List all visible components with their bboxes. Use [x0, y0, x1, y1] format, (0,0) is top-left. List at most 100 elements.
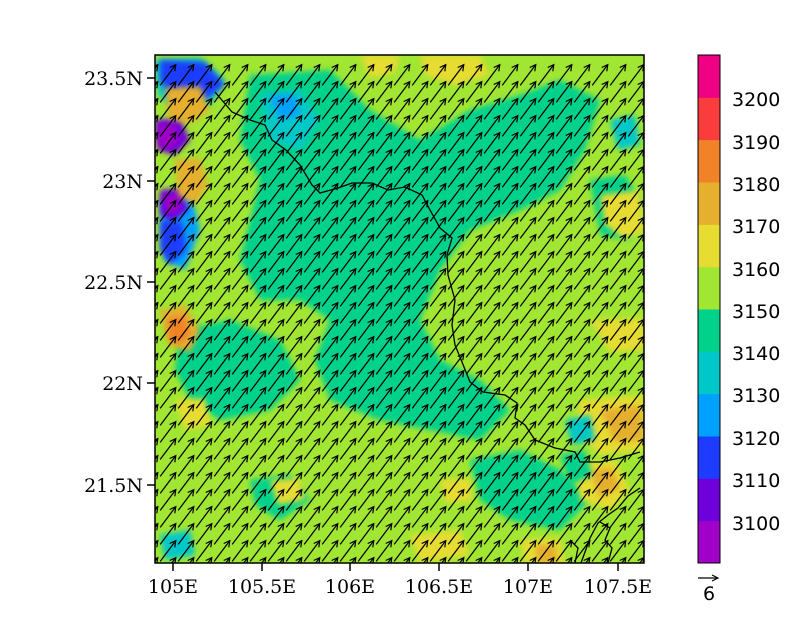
wind-arrow [537, 301, 555, 324]
wind-arrow [303, 420, 321, 443]
wind-arrow [465, 386, 483, 409]
wind-arrow [159, 420, 177, 443]
wind-arrow [555, 301, 573, 324]
wind-arrow [537, 182, 555, 205]
wind-arrow [375, 505, 393, 528]
wind-arrow [267, 403, 285, 426]
wind-arrow [159, 284, 177, 307]
wind-arrow [249, 301, 267, 324]
wind-arrow [159, 250, 177, 273]
wind-arrow [501, 420, 519, 443]
wind-arrow [547, 556, 555, 563]
x-tick-label: 107E [503, 576, 553, 598]
wind-arrow [447, 199, 465, 222]
contour-patch [590, 318, 644, 352]
wind-arrow [573, 250, 591, 273]
wind-arrow [339, 63, 357, 86]
wind-arrow [357, 369, 375, 392]
contour-patch [440, 478, 472, 503]
wind-arrow [429, 199, 447, 222]
wind-arrow [249, 437, 267, 460]
wind-arrow [501, 250, 519, 273]
wind-arrow [429, 182, 447, 205]
wind-arrow [339, 437, 357, 460]
wind-arrow [177, 97, 195, 120]
wind-arrow [249, 233, 267, 256]
y-axis: 23.5N 23N 22.5N 22N 21.5N [84, 68, 155, 497]
wind-arrow [231, 437, 249, 460]
wind-arrow [213, 182, 231, 205]
wind-arrow [339, 488, 357, 511]
colorbar-swatch [698, 182, 720, 225]
wind-arrow [231, 97, 249, 120]
wind-arrow [375, 216, 393, 239]
wind-arrow [429, 522, 447, 545]
wind-arrow [429, 539, 447, 562]
wind-arrow [501, 369, 519, 392]
wind-arrow [591, 420, 609, 443]
wind-arrow [213, 437, 231, 460]
wind-arrow [357, 403, 375, 426]
wind-arrow [303, 369, 321, 392]
wind-arrow [159, 80, 177, 103]
wind-arrow [591, 148, 609, 171]
wind-arrow [591, 63, 609, 86]
wind-arrow [483, 335, 501, 358]
wind-arrow [249, 267, 267, 290]
wind-arrow [303, 233, 321, 256]
wind-arrow [393, 386, 411, 409]
wind-arrow [519, 386, 537, 409]
wind-arrow [357, 80, 375, 103]
wind-arrow [411, 216, 429, 239]
wind-arrow [195, 505, 213, 528]
wind-arrow [483, 505, 501, 528]
wind-arrow [555, 80, 573, 103]
contour-patch [270, 95, 300, 120]
wind-arrow [519, 148, 537, 171]
wind-arrow [321, 437, 339, 460]
colorbar-label: 3100 [732, 513, 780, 535]
wind-arrow [177, 284, 195, 307]
wind-arrow [231, 284, 249, 307]
wind-arrow [339, 352, 357, 375]
wind-arrow [195, 369, 213, 392]
wind-arrow [267, 505, 285, 528]
wind-arrow [321, 199, 339, 222]
wind-arrow [195, 267, 213, 290]
reference-arrow-head [711, 574, 720, 582]
wind-arrow [501, 131, 519, 154]
wind-arrow [213, 216, 231, 239]
wind-arrow [267, 352, 285, 375]
wind-arrow [483, 233, 501, 256]
wind-arrow [519, 131, 537, 154]
wind-arrow [537, 335, 555, 358]
wind-arrow [429, 437, 447, 460]
y-tick-label: 23N [102, 171, 143, 193]
wind-arrow [285, 539, 303, 562]
wind-arrow [231, 63, 249, 86]
wind-arrow [429, 97, 447, 120]
wind-arrow [609, 148, 627, 171]
wind-arrow [339, 318, 357, 341]
wind-arrow [465, 114, 483, 137]
wind-arrow [483, 165, 501, 188]
wind-arrow [375, 131, 393, 154]
wind-arrow [447, 216, 465, 239]
wind-arrow [231, 80, 249, 103]
wind-arrow [213, 63, 231, 86]
wind-arrow [159, 63, 177, 86]
wind-arrow [195, 454, 213, 477]
x-tick-label: 107.5E [584, 576, 652, 598]
wind-arrow [555, 522, 573, 545]
wind-arrow [321, 80, 339, 103]
wind-arrow [465, 522, 483, 545]
plot-frame [154, 54, 645, 564]
wind-arrow [447, 80, 465, 103]
wind-arrow [195, 216, 213, 239]
wind-arrow [555, 471, 573, 494]
wind-arrow [231, 301, 249, 324]
wind-arrow [213, 454, 231, 477]
wind-arrow [519, 318, 537, 341]
wind-arrow [565, 556, 573, 563]
wind-arrow [411, 148, 429, 171]
